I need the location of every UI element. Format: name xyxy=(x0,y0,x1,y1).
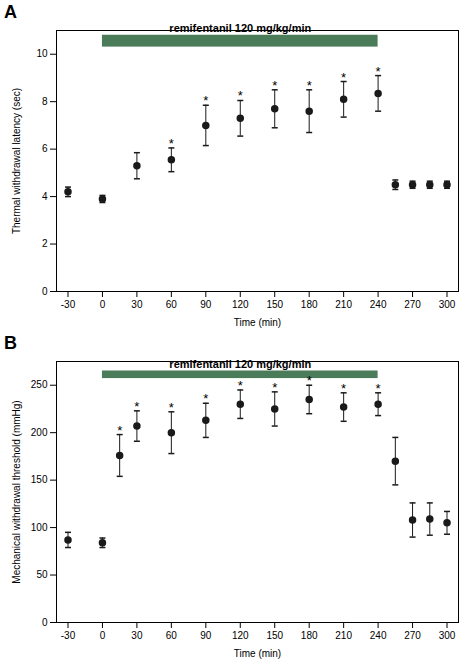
svg-text:*: * xyxy=(341,70,346,85)
svg-text:90: 90 xyxy=(200,630,212,641)
svg-text:*: * xyxy=(341,381,346,396)
svg-text:10: 10 xyxy=(36,48,48,59)
svg-text:210: 210 xyxy=(335,630,352,641)
svg-text:remifentanil 120 mg/kg/min: remifentanil 120 mg/kg/min xyxy=(169,358,311,370)
svg-text:180: 180 xyxy=(301,630,318,641)
svg-text:90: 90 xyxy=(200,299,212,310)
svg-text:Mechanical withdrawal threshol: Mechanical withdrawal threshold (mmHg) xyxy=(11,400,22,583)
svg-text:250: 250 xyxy=(31,379,48,390)
svg-text:Thermal withdrawal latency (se: Thermal withdrawal latency (sec) xyxy=(11,88,22,234)
svg-text:120: 120 xyxy=(232,299,249,310)
svg-text:200: 200 xyxy=(31,427,48,438)
svg-text:300: 300 xyxy=(439,630,456,641)
svg-text:*: * xyxy=(376,64,381,79)
svg-text:*: * xyxy=(272,380,277,395)
svg-text:0: 0 xyxy=(42,617,48,628)
svg-text:30: 30 xyxy=(131,630,143,641)
svg-text:0: 0 xyxy=(100,630,106,641)
svg-text:-30: -30 xyxy=(61,630,76,641)
svg-text:*: * xyxy=(307,78,312,93)
svg-text:50: 50 xyxy=(36,569,48,580)
svg-text:*: * xyxy=(376,381,381,396)
svg-text:270: 270 xyxy=(404,299,421,310)
svg-text:-30: -30 xyxy=(61,299,76,310)
svg-text:*: * xyxy=(238,378,243,393)
svg-text:180: 180 xyxy=(301,299,318,310)
svg-text:150: 150 xyxy=(266,299,283,310)
svg-text:60: 60 xyxy=(166,299,178,310)
svg-text:300: 300 xyxy=(439,299,456,310)
svg-text:100: 100 xyxy=(31,522,48,533)
html-text:B: B xyxy=(4,333,17,353)
svg-text:*: * xyxy=(203,391,208,406)
html-text:A: A xyxy=(4,2,17,22)
svg-text:*: * xyxy=(117,423,122,438)
svg-text:*: * xyxy=(169,136,174,151)
svg-text:120: 120 xyxy=(232,630,249,641)
svg-text:60: 60 xyxy=(166,630,178,641)
svg-text:210: 210 xyxy=(335,299,352,310)
svg-text:0: 0 xyxy=(42,286,48,297)
svg-text:*: * xyxy=(238,88,243,103)
svg-text:Time (min): Time (min) xyxy=(234,648,281,659)
svg-text:Time (min): Time (min) xyxy=(234,317,281,328)
svg-text:*: * xyxy=(203,93,208,108)
svg-text:4: 4 xyxy=(42,191,48,202)
svg-text:6: 6 xyxy=(42,143,48,154)
svg-text:240: 240 xyxy=(370,299,387,310)
svg-text:240: 240 xyxy=(370,630,387,641)
svg-text:270: 270 xyxy=(404,630,421,641)
svg-text:*: * xyxy=(169,400,174,415)
svg-text:remifentanil 120 mg/kg/min: remifentanil 120 mg/kg/min xyxy=(169,22,311,34)
svg-text:*: * xyxy=(272,78,277,93)
svg-text:*: * xyxy=(307,373,312,388)
svg-text:150: 150 xyxy=(31,474,48,485)
svg-text:30: 30 xyxy=(131,299,143,310)
svg-text:2: 2 xyxy=(42,238,48,249)
svg-text:*: * xyxy=(134,399,139,414)
svg-text:8: 8 xyxy=(42,96,48,107)
svg-text:150: 150 xyxy=(266,630,283,641)
svg-text:0: 0 xyxy=(100,299,106,310)
